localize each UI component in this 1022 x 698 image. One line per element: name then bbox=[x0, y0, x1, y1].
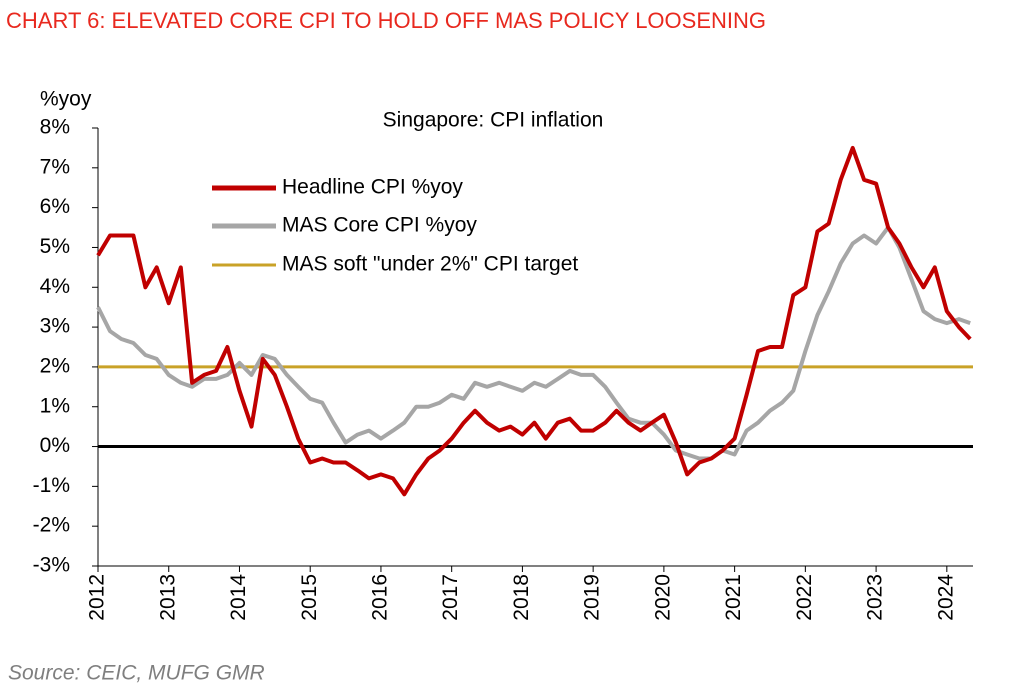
x-tick-label: 2023 bbox=[864, 574, 887, 621]
x-tick-label: 2022 bbox=[793, 574, 816, 621]
legend-label: MAS Core CPI %yoy bbox=[282, 214, 477, 237]
x-tick-label: 2019 bbox=[581, 574, 604, 621]
y-tick-label: 2% bbox=[40, 354, 70, 377]
y-tick-label: -3% bbox=[33, 554, 70, 577]
y-tick-label: 7% bbox=[40, 155, 70, 178]
y-tick-label: -2% bbox=[33, 514, 70, 537]
x-tick-label: 2015 bbox=[298, 574, 321, 621]
y-tick-label: 6% bbox=[40, 195, 70, 218]
x-tick-label: 2013 bbox=[156, 574, 179, 621]
y-tick-label: 0% bbox=[40, 434, 70, 457]
x-tick-label: 2016 bbox=[368, 574, 391, 621]
y-tick-label: 4% bbox=[40, 275, 70, 298]
source-note: Source: CEIC, MUFG GMR bbox=[8, 662, 265, 685]
y-tick-label: 8% bbox=[40, 116, 70, 139]
legend-label: Headline CPI %yoy bbox=[282, 176, 463, 199]
legend-label: MAS soft "under 2%" CPI target bbox=[282, 253, 578, 276]
y-tick-label: -1% bbox=[33, 474, 70, 497]
y-tick-label: 3% bbox=[40, 315, 70, 338]
chart-title: CHART 6: ELEVATED CORE CPI TO HOLD OFF M… bbox=[6, 8, 766, 33]
x-tick-label: 2014 bbox=[227, 574, 250, 621]
x-tick-label: 2017 bbox=[439, 574, 462, 621]
x-tick-label: 2024 bbox=[934, 574, 957, 621]
x-tick-label: 2018 bbox=[510, 574, 533, 621]
y-tick-label: 5% bbox=[40, 235, 70, 258]
x-tick-label: 2021 bbox=[722, 574, 745, 621]
y-axis-label: %yoy bbox=[40, 88, 92, 111]
chart-subtitle: Singapore: CPI inflation bbox=[383, 109, 604, 132]
x-tick-label: 2012 bbox=[86, 574, 109, 621]
series-line bbox=[96, 225, 971, 461]
series-line bbox=[96, 145, 972, 497]
x-tick-label: 2020 bbox=[651, 574, 674, 621]
y-tick-label: 1% bbox=[40, 394, 70, 417]
